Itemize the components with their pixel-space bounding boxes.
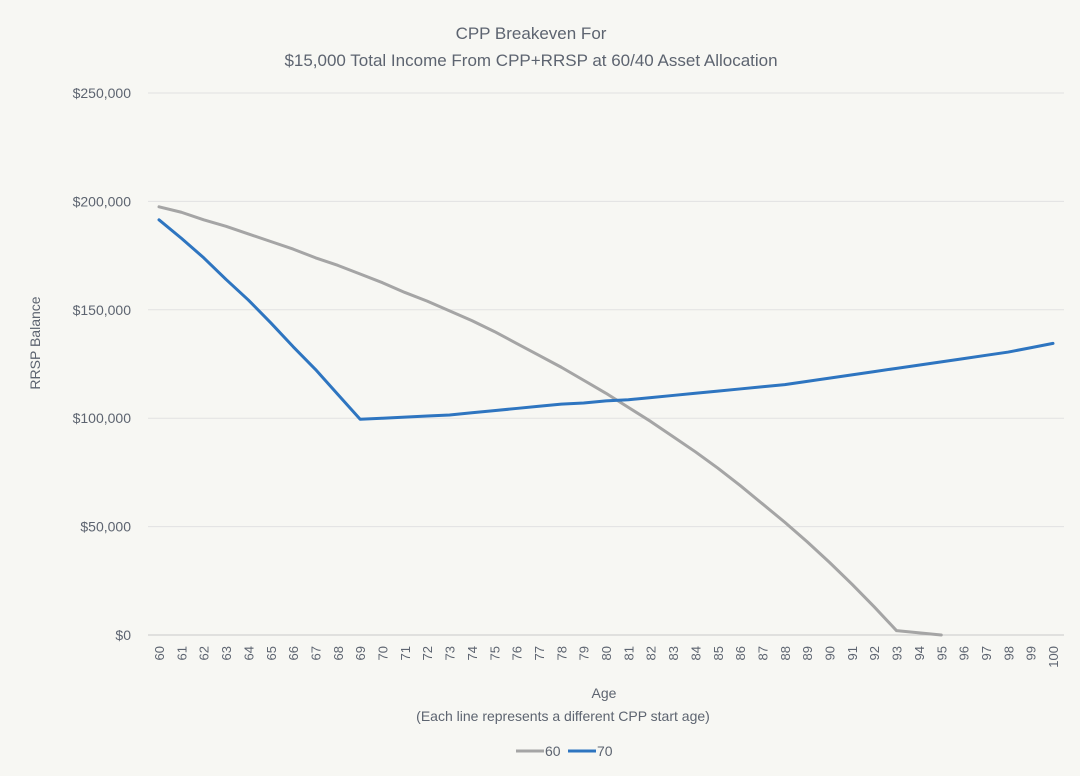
x-tick-label: 91 (845, 646, 860, 660)
x-tick-label: 85 (711, 646, 726, 660)
x-tick-label: 78 (554, 646, 569, 660)
x-tick-label: 88 (778, 646, 793, 660)
x-tick-label: 95 (934, 646, 949, 660)
x-tick-label: 92 (867, 646, 882, 660)
legend-label-70: 70 (597, 743, 613, 759)
x-tick-label: 70 (376, 646, 391, 660)
x-tick-label: 77 (532, 646, 547, 660)
x-tick-label: 83 (666, 646, 681, 660)
x-tick-label: 75 (487, 646, 502, 660)
x-tick-label: 76 (510, 646, 525, 660)
x-tick-label: 79 (577, 646, 592, 660)
x-tick-label: 98 (1001, 646, 1016, 660)
x-tick-label: 63 (219, 646, 234, 660)
x-tick-label: 66 (286, 646, 301, 660)
y-tick-label: $100,000 (73, 410, 132, 426)
x-tick-label: 96 (957, 646, 972, 660)
x-tick-label: 61 (174, 646, 189, 660)
series-line-60 (157, 205, 943, 637)
x-tick-label: 68 (331, 646, 346, 660)
x-tick-label: 72 (420, 646, 435, 660)
x-tick-label: 87 (755, 646, 770, 660)
series-line-70 (157, 218, 1055, 421)
x-tick-label: 64 (241, 646, 256, 660)
y-axis-label: RRSP Balance (27, 296, 43, 389)
x-tick-label: 69 (353, 646, 368, 660)
y-tick-label: $50,000 (80, 519, 131, 535)
x-tick-label: 71 (398, 646, 413, 660)
y-tick-label: $200,000 (73, 193, 132, 209)
x-axis-label: Age (592, 685, 617, 701)
x-tick-label: 74 (465, 646, 480, 660)
legend: 60 70 (516, 743, 613, 759)
x-tick-label: 93 (890, 646, 905, 660)
y-tick-label: $250,000 (73, 85, 132, 101)
x-tick-label: 89 (800, 646, 815, 660)
x-tick-label: 84 (688, 646, 703, 660)
x-tick-label: 62 (197, 646, 212, 660)
gridlines (148, 92, 1064, 636)
y-tick-label: $150,000 (73, 302, 132, 318)
legend-label-60: 60 (545, 743, 561, 759)
y-tick-label: $0 (115, 627, 131, 643)
x-tick-label: 80 (599, 646, 614, 660)
x-tick-label: 97 (979, 646, 994, 660)
chart-subtitle: $15,000 Total Income From CPP+RRSP at 60… (284, 51, 777, 70)
x-tick-label: 67 (308, 646, 323, 660)
x-axis-ticks: 60 61 62 63 64 65 66 67 68 69 70 71 72 73 74 75 76 77 78 79… (152, 646, 1061, 668)
series-lines (157, 205, 1055, 637)
x-tick-label: 94 (912, 646, 927, 660)
x-axis-note: (Each line represents a different CPP st… (416, 708, 710, 724)
x-tick-label: 86 (733, 646, 748, 660)
x-tick-label: 90 (823, 646, 838, 660)
chart-title: CPP Breakeven For (456, 24, 607, 43)
x-tick-label: 99 (1024, 646, 1039, 660)
x-tick-label: 65 (264, 646, 279, 660)
x-tick-label: 81 (621, 646, 636, 660)
x-tick-label: 82 (644, 646, 659, 660)
x-tick-label: 73 (443, 646, 458, 660)
y-axis-ticks: $0 $50,000 $100,000 $150,000 $200,000 $250,00… (73, 85, 132, 643)
x-tick-label: 60 (152, 646, 167, 660)
x-tick-label: 100 (1046, 646, 1061, 668)
